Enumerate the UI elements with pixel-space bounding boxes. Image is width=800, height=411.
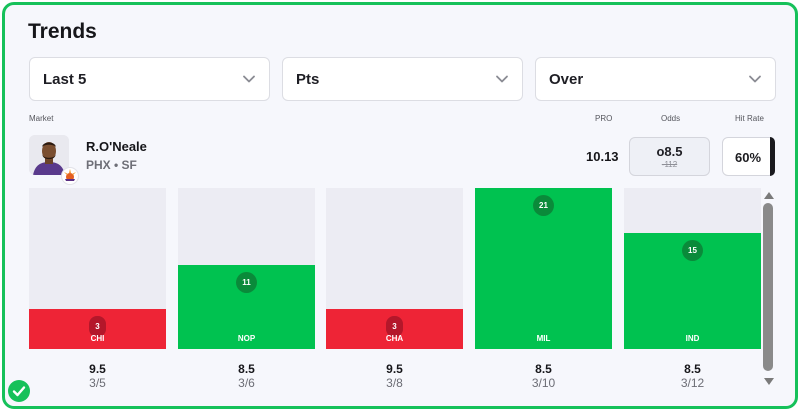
side-select[interactable]: Over	[535, 57, 776, 101]
game-date: 3/6	[238, 376, 255, 390]
hit-rate-value: 60%	[735, 150, 762, 165]
game-bar: 21 MIL	[475, 188, 612, 349]
game-date: 3/5	[89, 376, 106, 390]
game-line: 8.5	[238, 362, 255, 376]
game-date: 3/10	[531, 376, 556, 390]
player-team-position: PHX • SF	[86, 158, 137, 172]
game-bar: 3 CHI	[29, 309, 166, 349]
odds-button[interactable]: o8.5 -112	[629, 137, 710, 176]
game-opponent-label: MIL	[536, 334, 551, 343]
odds-price: -112	[661, 160, 678, 169]
suns-logo	[61, 167, 79, 185]
chevron-down-icon	[749, 75, 761, 83]
hit-rate-box: 60%	[722, 137, 775, 176]
range-select[interactable]: Last 5	[29, 57, 270, 101]
game-bar: 15 IND	[624, 233, 761, 349]
player-headshot	[29, 135, 69, 175]
scrollbar-thumb[interactable]	[763, 203, 773, 371]
hit-rate-header: Hit Rate	[735, 114, 764, 123]
check-icon	[8, 380, 30, 402]
game-bar: 11 NOP	[178, 265, 315, 349]
game-opponent-label: IND	[685, 334, 700, 343]
game-points-badge: 11	[236, 272, 257, 293]
odds-header: Odds	[661, 114, 681, 123]
game-opponent-label: NOP	[237, 334, 256, 343]
game-points-badge: 21	[533, 195, 554, 216]
chevron-down-icon	[243, 75, 255, 83]
stat-select-value: Pts	[296, 71, 320, 88]
range-select-value: Last 5	[43, 71, 87, 88]
game-points-badge: 15	[682, 240, 703, 261]
pro-header: PRO	[595, 114, 613, 123]
side-select-value: Over	[549, 71, 584, 88]
game-points-badge: 3	[386, 316, 403, 337]
market-header: Market	[29, 114, 54, 123]
game-date: 3/8	[386, 376, 403, 390]
game-line: 9.5	[386, 362, 403, 376]
game-line: 8.5	[535, 362, 552, 376]
page-title: Trends	[28, 20, 97, 43]
game-line: 9.5	[89, 362, 106, 376]
game-opponent-label: CHA	[385, 334, 404, 343]
game-opponent-label: CHI	[90, 334, 105, 343]
game-line: 8.5	[684, 362, 701, 376]
hit-rate-bar	[770, 137, 775, 176]
game-date: 3/12	[680, 376, 705, 390]
game-bar: 3 CHA	[326, 309, 463, 349]
game-points-badge: 3	[89, 316, 106, 337]
player-name[interactable]: R.O'Neale	[86, 139, 147, 154]
chevron-down-icon	[496, 75, 508, 83]
stat-select[interactable]: Pts	[282, 57, 523, 101]
odds-line: o8.5	[656, 144, 683, 159]
scroll-down-arrow[interactable]	[764, 378, 774, 385]
scroll-up-arrow[interactable]	[764, 192, 774, 199]
pro-projection: 10.13	[586, 149, 619, 164]
